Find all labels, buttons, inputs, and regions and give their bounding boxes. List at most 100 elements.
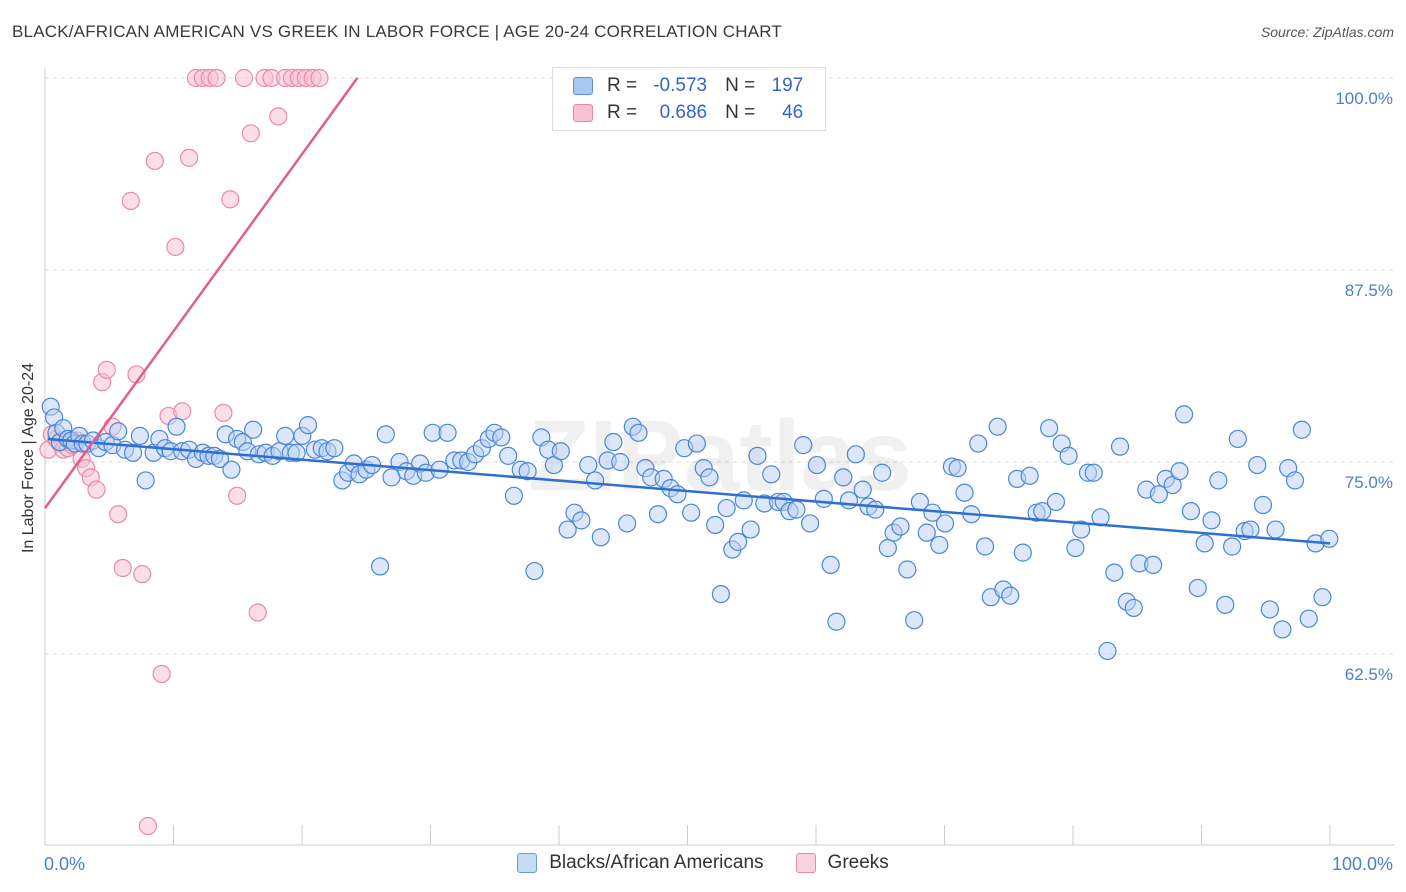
y-axis-label: In Labor Force | Age 20-24 [20, 362, 37, 554]
black-point [1299, 609, 1318, 628]
black-point [492, 428, 511, 447]
black-point [287, 443, 306, 462]
black-point [898, 560, 917, 579]
black-point [244, 420, 263, 439]
black-point [1292, 420, 1311, 439]
black-point [711, 584, 730, 604]
black-point [325, 439, 344, 458]
legend-label-greeks: Greeks [827, 852, 889, 873]
legend-r-label: R = [607, 75, 638, 96]
black-point [1098, 641, 1117, 661]
black-point [1066, 538, 1085, 558]
black-point [370, 557, 390, 576]
black-point [905, 611, 924, 630]
black-point [917, 523, 936, 542]
black-point [499, 446, 518, 465]
greek-point [207, 68, 226, 88]
black-point [866, 500, 885, 519]
black-point [1195, 534, 1214, 553]
black-point [1313, 588, 1332, 607]
black-point [629, 423, 648, 442]
correlation-legend: R = -0.573 N = 197 R = 0.686 N = 46 [552, 67, 826, 131]
black-point [687, 434, 706, 453]
black-point [572, 511, 591, 530]
black-point [1124, 598, 1143, 618]
legend-item-blacks[interactable]: Blacks/African Americans [517, 852, 764, 874]
black-point [591, 528, 610, 547]
black-point [438, 423, 457, 442]
black-point [618, 514, 637, 533]
black-point [222, 460, 241, 479]
black-point [1181, 502, 1201, 521]
black-point [821, 555, 840, 575]
legend-item-greeks[interactable]: Greeks [795, 852, 889, 874]
legend-n-label: N = [725, 102, 756, 123]
greeks-trend-line [43, 77, 359, 509]
legend-row-blacks: R = -0.573 N = 197 [573, 74, 803, 98]
black-point [551, 442, 570, 461]
black-point [518, 462, 537, 481]
trend-lines [43, 77, 1331, 545]
tick-labels: 100.0% 87.5% 75.0% 62.5% 0.0% 100.0% [44, 89, 1393, 874]
greek-point [97, 360, 116, 379]
black-point [1020, 466, 1039, 485]
source-label: Source: ZipAtlas.com [1260, 24, 1394, 40]
legend-r-value: -0.573 [653, 75, 708, 96]
y-tick-label: 87.5% [1345, 281, 1393, 300]
black-point [834, 468, 853, 487]
black-point [585, 471, 605, 490]
black-point [1170, 462, 1189, 481]
black-point [878, 538, 897, 558]
legend-swatch-pink [573, 104, 593, 122]
black-point [648, 505, 668, 524]
greek-point [173, 402, 192, 421]
x-tick-label: 100.0% [1332, 854, 1393, 874]
black-point [668, 485, 687, 504]
greek-point [248, 603, 267, 622]
black-point [1320, 529, 1339, 548]
black-point [717, 498, 736, 518]
black-point [748, 446, 767, 465]
greek-point [152, 664, 171, 684]
black-point [975, 537, 995, 556]
legend-n-label: N = [725, 75, 756, 96]
greek-point [145, 151, 164, 171]
black-point [969, 434, 988, 453]
black-point [807, 455, 827, 475]
blacks-points [41, 397, 1339, 661]
greek-point [138, 816, 158, 836]
black-point [948, 459, 967, 478]
greek-point [113, 558, 132, 578]
black-point [1174, 405, 1194, 424]
greek-point [221, 190, 240, 209]
series-legend: Blacks/African Americans Greeks [0, 852, 1406, 874]
legend-r-label: R = [607, 102, 638, 123]
black-point [891, 517, 910, 536]
black-point [1260, 600, 1279, 619]
black-point [130, 426, 150, 445]
y-tick-label: 75.0% [1345, 473, 1393, 492]
black-point [700, 468, 719, 487]
black-point [682, 503, 701, 522]
black-point [1110, 437, 1130, 456]
black-point [1216, 595, 1235, 614]
black-point [1144, 555, 1163, 575]
black-point [1273, 620, 1292, 639]
black-point [109, 422, 128, 441]
legend-n-value: 46 [782, 102, 804, 123]
black-point [376, 425, 395, 444]
black-point [558, 520, 577, 539]
grid-lines [45, 77, 1395, 655]
black-point [787, 500, 806, 519]
black-point [276, 426, 295, 445]
greek-point [310, 68, 329, 88]
black-point [525, 561, 544, 581]
legend-r-value: 0.686 [659, 102, 708, 123]
black-point [1084, 463, 1103, 482]
black-point [930, 535, 949, 555]
black-point [1285, 471, 1305, 490]
black-point [1209, 471, 1228, 490]
black-point [728, 532, 748, 551]
greek-point [241, 124, 260, 143]
